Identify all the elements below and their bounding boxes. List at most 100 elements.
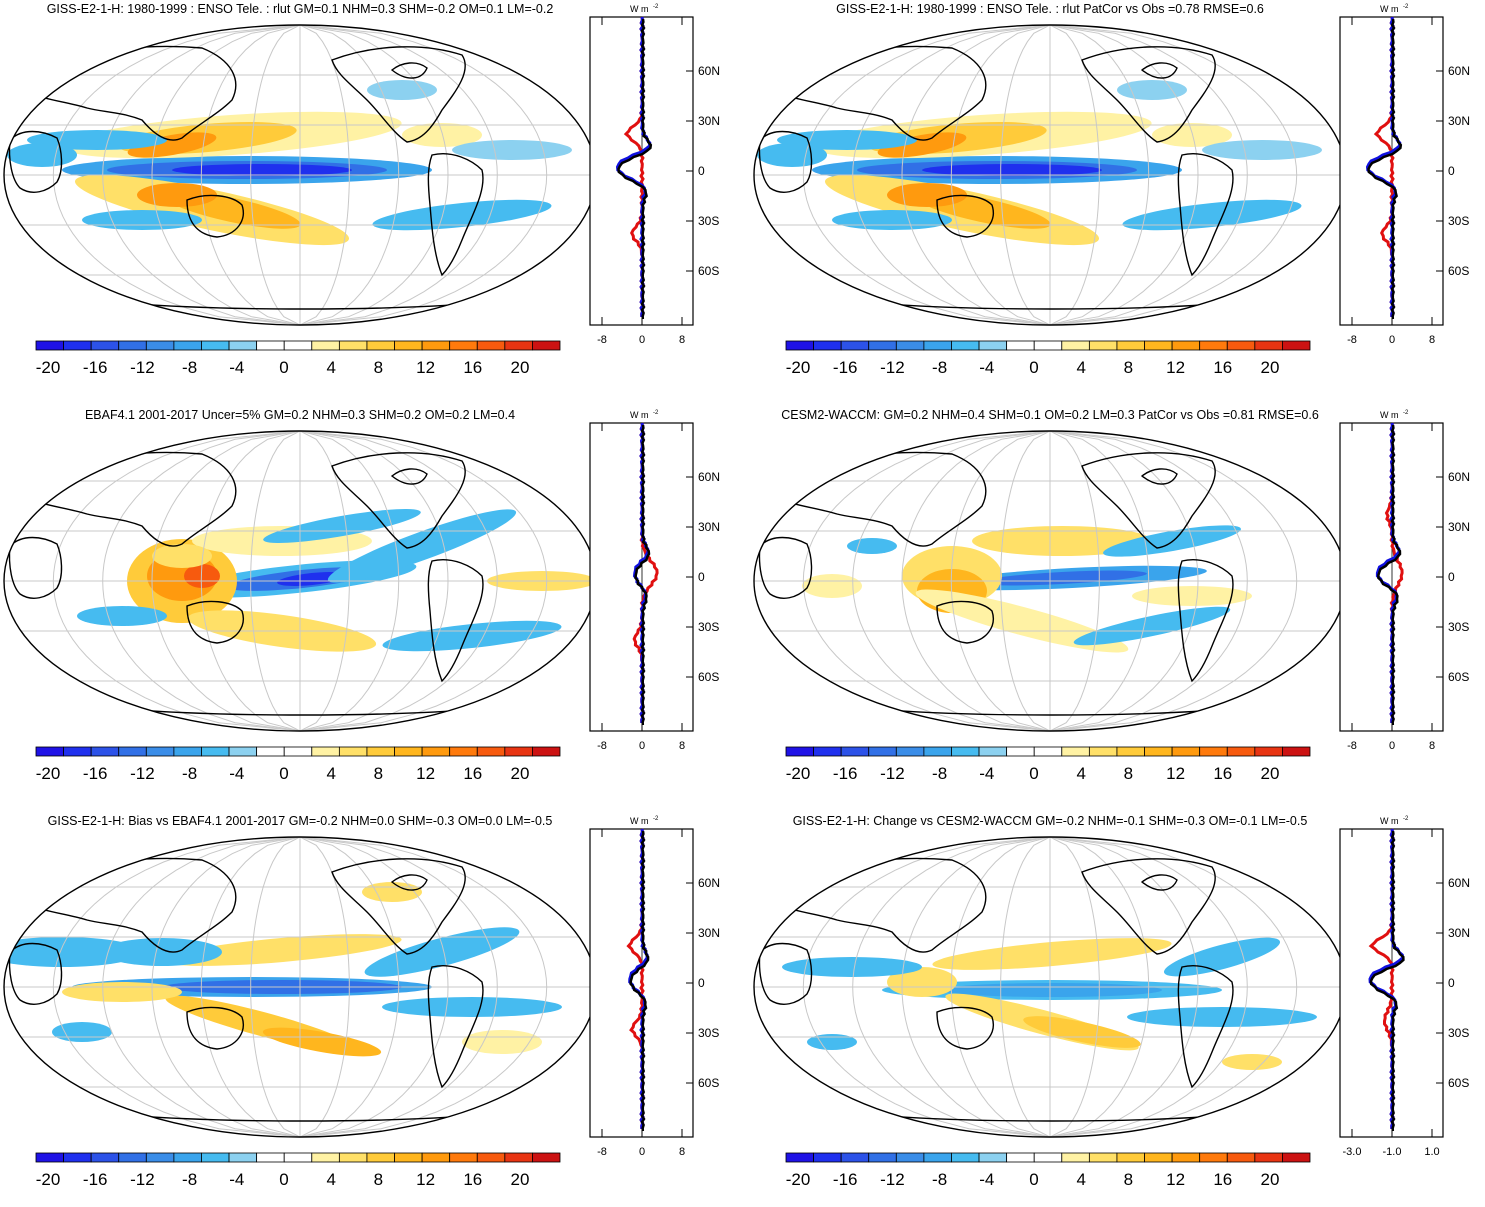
meridian-gridline xyxy=(102,431,301,731)
meridian-gridline xyxy=(1000,431,1051,731)
coastline xyxy=(1140,874,1178,891)
meridian-gridline xyxy=(1049,431,1100,731)
colorbar-swatch xyxy=(201,1152,230,1163)
anomaly-region xyxy=(915,589,1129,653)
anomaly-region xyxy=(367,80,437,100)
world-map xyxy=(3,836,597,1138)
colorbar-swatch xyxy=(1033,1152,1063,1163)
colorbar-swatch xyxy=(145,1152,175,1163)
anomaly-region xyxy=(782,957,922,977)
coastline xyxy=(1177,559,1234,683)
colorbar-label: -20 xyxy=(786,764,811,783)
lat-label: 60S xyxy=(698,264,719,278)
colorbar-label: 12 xyxy=(1166,358,1185,377)
lat-label: 30N xyxy=(698,926,720,940)
colorbar-swatch xyxy=(35,340,64,351)
x-tick-label: -8 xyxy=(597,1146,607,1158)
lat-label: 0 xyxy=(1448,976,1455,990)
unit-exponent: -2 xyxy=(653,816,659,822)
lat-label: 60N xyxy=(698,876,720,890)
coastline xyxy=(427,153,484,277)
colorbar-label: -12 xyxy=(880,358,905,377)
meridian-gridline xyxy=(950,25,1051,325)
anomaly-region xyxy=(1122,199,1302,231)
colorbar-swatch xyxy=(421,1152,451,1163)
meridian-gridline xyxy=(299,431,548,731)
unit-exponent: -2 xyxy=(653,4,659,10)
meridian-gridline xyxy=(802,837,1051,1137)
lat-label: 0 xyxy=(1448,164,1455,178)
meridian-gridline xyxy=(299,837,400,1137)
colorbar-swatch xyxy=(366,340,395,351)
colorbar-swatch xyxy=(90,1152,120,1163)
colorbar-swatch xyxy=(1033,746,1063,757)
zonal-mean-profile: -8 0 8 60N 30N 0 30S 60S W m -2 xyxy=(589,4,720,346)
coastline xyxy=(1081,858,1216,955)
x-tick-label: -8 xyxy=(1347,740,1357,752)
colorbar-label: -20 xyxy=(786,358,811,377)
colorbar-swatch xyxy=(1006,340,1035,351)
colorbar-swatch xyxy=(1254,1152,1283,1163)
colorbar-swatch xyxy=(90,746,120,757)
colorbar-swatch xyxy=(1199,1152,1228,1163)
meridian-gridline xyxy=(1049,837,1100,1137)
x-tick-label: -8 xyxy=(597,740,607,752)
colorbar-swatch xyxy=(951,746,980,757)
colorbar-swatch xyxy=(1254,746,1283,757)
meridian-gridline xyxy=(200,25,301,325)
unit-exponent: -2 xyxy=(1403,816,1409,822)
x-tick-label: 0 xyxy=(1389,334,1395,346)
meridian-gridline xyxy=(52,431,301,731)
colorbar-label: -8 xyxy=(932,1170,947,1189)
colorbar-swatch xyxy=(311,746,340,757)
world-map xyxy=(753,836,1347,1138)
anomaly-region xyxy=(382,620,562,652)
anomaly-region xyxy=(1127,1007,1317,1027)
colorbar-swatch xyxy=(173,340,202,351)
lat-label: 60S xyxy=(1448,264,1469,278)
meridian-gridline xyxy=(802,25,1051,325)
colorbar-label: -20 xyxy=(36,1170,61,1189)
lat-label: 60S xyxy=(698,1076,719,1090)
colorbar-swatch xyxy=(1088,746,1118,757)
meridian-gridline xyxy=(299,431,498,731)
lat-label: 60N xyxy=(1448,876,1470,890)
colorbar-swatch xyxy=(338,340,368,351)
meridian-gridline xyxy=(299,837,449,1137)
lat-label: 30N xyxy=(698,520,720,534)
colorbar-swatch xyxy=(366,746,395,757)
world-map xyxy=(753,24,1347,326)
colorbar-label: 4 xyxy=(326,764,335,783)
colorbar-label: 16 xyxy=(463,764,482,783)
colorbar-swatch xyxy=(785,340,814,351)
colorbar: -20 -16 -12 -8 -4 0 4 8 12 16 20 xyxy=(35,340,561,377)
series-black xyxy=(617,18,653,320)
meridian-gridline xyxy=(299,431,350,731)
colorbar-label: 0 xyxy=(1029,1170,1038,1189)
zonal-mean-profile: -8 0 8 60N 30N 0 30S 60S W m -2 xyxy=(1339,410,1470,752)
colorbar-swatch xyxy=(1199,340,1228,351)
colorbar-swatch xyxy=(1061,1152,1090,1163)
colorbar-label: -16 xyxy=(83,1170,108,1189)
colorbar-swatch xyxy=(35,746,64,757)
meridian-gridline xyxy=(1049,837,1199,1137)
colorbar-swatch xyxy=(394,1152,423,1163)
colorbar-label: 8 xyxy=(1124,764,1133,783)
panel-model-vs-obs: GISS-E2-1-H: 1980-1999 : ENSO Tele. : rl… xyxy=(750,0,1485,395)
colorbar-swatch xyxy=(338,746,368,757)
colorbar-swatch xyxy=(923,1152,952,1163)
colorbar-swatch xyxy=(421,746,451,757)
series-black xyxy=(1367,18,1403,320)
anomaly-region xyxy=(1202,140,1322,160)
meridian-gridline xyxy=(802,431,1051,731)
colorbar-label: -16 xyxy=(833,358,858,377)
colorbar-swatch xyxy=(394,340,423,351)
colorbar-label: 20 xyxy=(511,358,530,377)
anomaly-region xyxy=(127,132,217,158)
colorbar-label: -20 xyxy=(36,764,61,783)
colorbar: -20 -16 -12 -8 -4 0 4 8 12 16 20 xyxy=(35,1152,561,1189)
colorbar-label: 0 xyxy=(279,764,288,783)
colorbar-label: -20 xyxy=(786,1170,811,1189)
colorbar-swatch xyxy=(1171,746,1201,757)
x-tick-label: -1.0 xyxy=(1383,1146,1402,1158)
